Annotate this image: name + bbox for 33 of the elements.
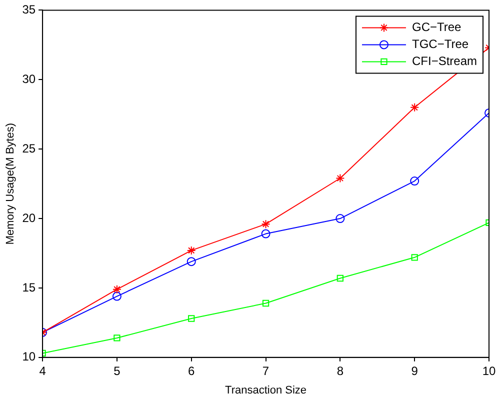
x-tick-label: 10 <box>482 364 496 378</box>
y-tick-label: 35 <box>22 2 36 17</box>
point <box>336 174 345 183</box>
x-tick-label: 8 <box>336 364 344 378</box>
point <box>261 220 270 229</box>
point <box>112 284 122 294</box>
x-tick-label: 5 <box>114 364 121 378</box>
y-tick-label: 15 <box>22 280 36 294</box>
legend-label: GC−Tree <box>412 20 462 34</box>
point <box>262 300 270 307</box>
point <box>336 214 345 224</box>
point <box>410 102 420 112</box>
x-tick-label: 7 <box>262 364 270 378</box>
x-axis-title: Transaction Size <box>225 384 307 396</box>
y-tick-label: 10 <box>22 350 36 364</box>
y-tick-label: 20 <box>22 210 36 225</box>
point <box>410 176 420 186</box>
x-tick-label: 4 <box>39 364 46 378</box>
point <box>112 292 122 301</box>
y-tick-label: 25 <box>22 141 36 156</box>
legend-label: TGC−Tree <box>412 37 469 52</box>
point <box>411 254 418 261</box>
point <box>186 246 196 255</box>
point <box>186 257 196 266</box>
x-tick-label: 6 <box>188 364 196 378</box>
point <box>336 274 344 282</box>
y-tick-label: 30 <box>22 72 36 86</box>
y-axis-title: Memory Usage(M Bytes) <box>4 122 17 245</box>
point <box>114 334 120 342</box>
point <box>261 229 270 238</box>
legend-label: CFI−Stream <box>412 54 478 68</box>
x-tick-label: 9 <box>411 364 418 378</box>
point <box>188 315 195 322</box>
